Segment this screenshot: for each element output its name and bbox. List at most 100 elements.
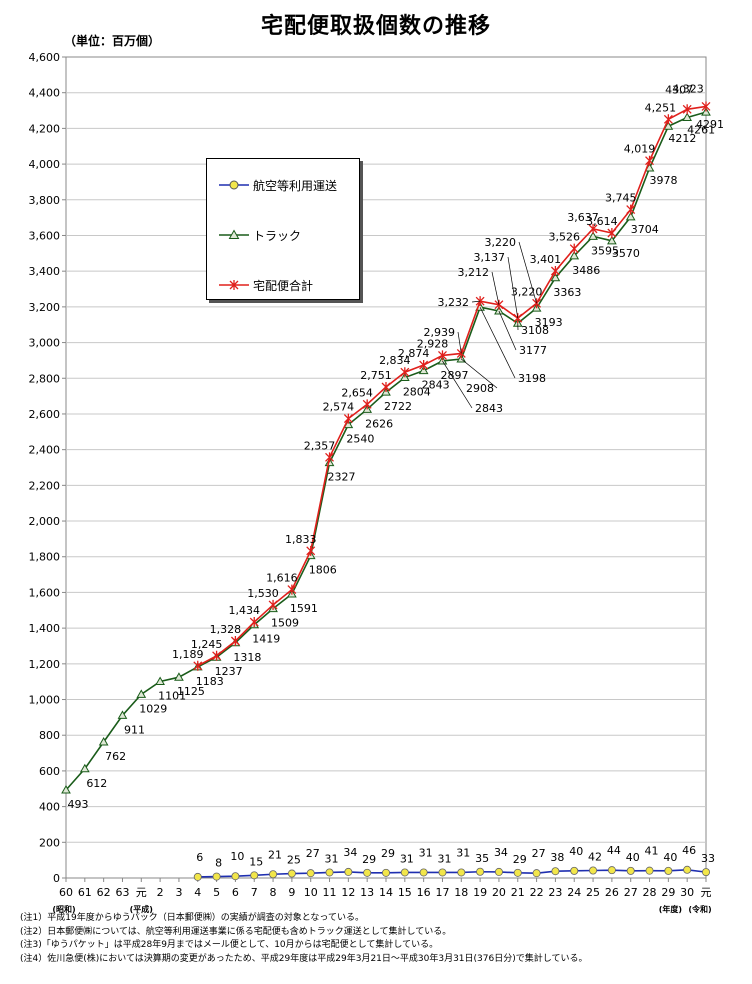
data-point	[269, 870, 278, 879]
data-label-truck: 2897	[440, 369, 468, 382]
x-tick-label: 13	[360, 886, 374, 899]
data-label-air: 38	[550, 851, 564, 864]
x-tick-label: 17	[435, 886, 449, 899]
data-label-air: 25	[287, 854, 301, 867]
data-label-truck: 1101	[158, 689, 186, 702]
y-tick-label: 1,600	[29, 586, 61, 599]
x-tick-label: 7	[251, 886, 258, 899]
x-tick-label: 元	[136, 886, 147, 899]
data-label-total: 2,939	[424, 326, 456, 339]
data-label-total: 1,616	[266, 572, 298, 585]
y-tick-label: 2,200	[29, 479, 61, 492]
x-tick-label: 24	[567, 886, 581, 899]
data-point	[325, 452, 334, 463]
data-label-air: 40	[626, 851, 640, 864]
data-point	[494, 299, 504, 310]
legend-marker-circle-icon	[219, 180, 249, 190]
data-point	[438, 350, 447, 361]
data-label-total: 2,874	[398, 347, 430, 360]
data-label-air: 27	[306, 847, 320, 860]
series-line-0	[197, 868, 707, 878]
data-point	[588, 231, 598, 240]
data-label-total: 2,654	[341, 386, 373, 399]
y-tick-label: 2,400	[29, 444, 61, 457]
data-label-air: 40	[663, 851, 677, 864]
y-tick-label: 4,400	[29, 87, 61, 100]
series-line-2	[197, 105, 707, 667]
data-label-air: 41	[645, 845, 659, 858]
data-label-truck: 3177	[519, 344, 547, 357]
x-tick-label: 6	[232, 886, 239, 899]
legend-item-air: 航空等利用運送	[219, 177, 337, 193]
x-tick-label: 30	[680, 886, 694, 899]
data-label-total: 3,212	[458, 266, 490, 279]
x-tick-label: 11	[323, 886, 337, 899]
unit-label: （単位：百万個）	[64, 34, 161, 48]
data-label-total: 3,745	[605, 192, 637, 205]
data-label-air: 29	[381, 847, 395, 860]
data-label-air: 29	[362, 853, 376, 866]
data-point	[645, 866, 654, 875]
data-point	[249, 617, 259, 628]
data-label-total: 2,928	[417, 337, 449, 350]
era-label-nendo: (年度)	[659, 904, 682, 914]
data-label-truck: 4261	[687, 124, 715, 137]
x-tick-label: 16	[417, 886, 431, 899]
data-label-total: 4307	[665, 83, 693, 96]
data-label-total: 2,357	[304, 439, 336, 452]
data-point	[98, 736, 109, 746]
data-point	[343, 413, 353, 424]
y-tick-label: 1,400	[29, 622, 61, 635]
data-point	[325, 868, 334, 877]
x-tick-label: 26	[605, 886, 619, 899]
x-tick-label: 4	[194, 886, 201, 899]
data-point	[664, 866, 673, 875]
data-label-total: 1,328	[210, 623, 242, 636]
y-tick-label: 4,600	[29, 51, 61, 64]
x-tick-label: 60	[59, 886, 73, 899]
data-point	[532, 869, 541, 878]
data-point	[381, 868, 390, 877]
data-point	[212, 650, 222, 661]
data-label-truck: 2843	[475, 402, 503, 415]
y-tick-label: 200	[39, 836, 60, 849]
data-label-truck: 2843	[422, 379, 450, 392]
footnote-4: (注4）佐川急便(株)においては決算期の変更があったため、平成29年度は平成29…	[20, 953, 588, 964]
data-point	[419, 868, 428, 877]
data-point	[400, 367, 410, 378]
legend-item-total: 宅配便合計	[219, 277, 313, 293]
data-label-truck: 1318	[233, 651, 261, 664]
data-label-truck: 3486	[572, 264, 600, 277]
data-label-truck: 1237	[215, 665, 243, 678]
data-point	[569, 243, 579, 254]
data-label-total: 3,401	[530, 253, 562, 266]
data-label-truck: 1183	[196, 675, 224, 688]
data-point	[362, 399, 372, 410]
data-label-truck: 3595	[591, 244, 619, 257]
legend: 航空等利用運送 トラック 宅配便合計	[206, 158, 360, 300]
data-label-total: 2,834	[379, 354, 411, 367]
data-point	[363, 868, 372, 877]
x-tick-label: 19	[473, 886, 487, 899]
data-point	[61, 785, 71, 794]
series-line-1	[65, 111, 707, 791]
data-label-truck: 3193	[535, 316, 563, 329]
data-point	[570, 866, 579, 875]
data-label-air: 29	[513, 853, 527, 866]
data-label-total: 3,232	[438, 296, 470, 309]
leader-line	[479, 307, 516, 379]
data-point	[437, 355, 448, 365]
chart-title: 宅配便取扱個数の推移	[260, 14, 491, 39]
y-tick-label: 800	[39, 729, 60, 742]
data-point	[231, 872, 240, 881]
data-point	[438, 868, 447, 877]
x-tick-label: 63	[115, 886, 129, 899]
x-tick-label: 21	[511, 886, 525, 899]
data-point	[625, 211, 636, 221]
data-point	[645, 155, 654, 166]
data-label-total: 2,574	[323, 401, 355, 414]
data-point	[663, 114, 673, 125]
x-tick-label: 8	[270, 886, 277, 899]
x-tick-label: 元	[701, 886, 712, 899]
data-label-truck: 4212	[668, 132, 696, 145]
